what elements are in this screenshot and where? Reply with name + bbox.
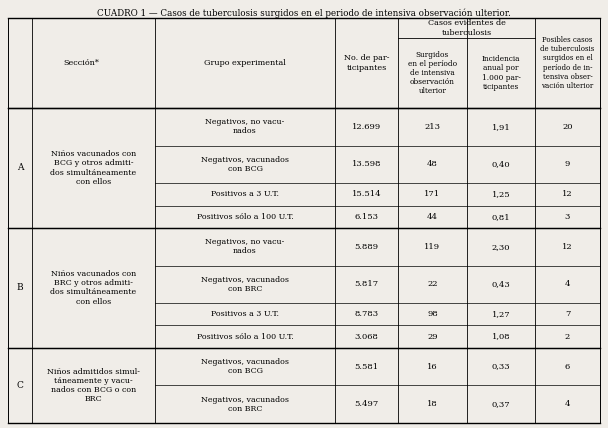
Text: 44: 44 [427, 213, 438, 221]
Text: 4: 4 [565, 400, 570, 408]
Text: 48: 48 [427, 160, 438, 168]
Text: 3.068: 3.068 [354, 333, 378, 341]
Text: 1,08: 1,08 [492, 333, 510, 341]
Text: 18: 18 [427, 400, 438, 408]
Text: Negativos, vacunados
con BRC: Negativos, vacunados con BRC [201, 395, 289, 413]
Text: 1,27: 1,27 [492, 310, 510, 318]
Text: 13.598: 13.598 [352, 160, 381, 168]
Text: 4: 4 [565, 280, 570, 288]
Text: Positivos a 3 U.T.: Positivos a 3 U.T. [211, 310, 279, 318]
Text: 8.783: 8.783 [354, 310, 379, 318]
Text: No. de par-
ticipantes: No. de par- ticipantes [344, 54, 389, 71]
Text: 1,91: 1,91 [492, 123, 510, 131]
Text: Negativos, vacunados
con BCG: Negativos, vacunados con BCG [201, 156, 289, 173]
Text: 0,33: 0,33 [492, 363, 510, 371]
Text: 6.153: 6.153 [354, 213, 379, 221]
Text: 0,43: 0,43 [492, 280, 510, 288]
Text: Negativos, vacunados
con BRC: Negativos, vacunados con BRC [201, 276, 289, 293]
Text: 98: 98 [427, 310, 438, 318]
Text: B: B [16, 283, 23, 292]
Text: 5.889: 5.889 [354, 243, 379, 251]
Text: 119: 119 [424, 243, 441, 251]
Text: 0,37: 0,37 [492, 400, 510, 408]
Text: 0,40: 0,40 [492, 160, 510, 168]
Text: 15.514: 15.514 [351, 190, 381, 198]
Text: 16: 16 [427, 363, 438, 371]
Text: Negativos, vacunados
con BCG: Negativos, vacunados con BCG [201, 358, 289, 375]
Text: Positivos sólo a 100 U.T.: Positivos sólo a 100 U.T. [196, 213, 294, 221]
Text: Grupo experimental: Grupo experimental [204, 59, 286, 67]
Text: Niños vacunados con
BCG y otros admiti-
dos simultáneamente
con ellos: Niños vacunados con BCG y otros admiti- … [50, 150, 137, 186]
Text: Surgidos
en el período
de intensiva
observación
ulterior: Surgidos en el período de intensiva obse… [408, 51, 457, 95]
Text: 6: 6 [565, 363, 570, 371]
Text: 9: 9 [565, 160, 570, 168]
Text: 5.581: 5.581 [354, 363, 379, 371]
Text: Positivos a 3 U.T.: Positivos a 3 U.T. [211, 190, 279, 198]
Text: A: A [17, 163, 23, 172]
Text: 2: 2 [565, 333, 570, 341]
Text: Positivos sólo a 100 U.T.: Positivos sólo a 100 U.T. [196, 333, 294, 341]
Text: 1,25: 1,25 [492, 190, 510, 198]
Text: 29: 29 [427, 333, 438, 341]
Text: Casos evidentes de
tuberculosis: Casos evidentes de tuberculosis [427, 19, 505, 37]
Text: Negativos, no vacu-
nados: Negativos, no vacu- nados [206, 118, 285, 135]
Text: Niños admitidos simul-
táneamente y vacu-
nados con BCG o con
BRC: Niños admitidos simul- táneamente y vacu… [47, 368, 140, 403]
Text: Posibles casos
de tuberculosis
surgidos en el
período de in-
tensiva obser-
vaci: Posibles casos de tuberculosis surgidos … [541, 36, 595, 90]
Text: Niños vacunados con
BRC y otros admiti-
dos simultáneamente
con ellos: Niños vacunados con BRC y otros admiti- … [50, 270, 137, 306]
Text: 7: 7 [565, 310, 570, 318]
Text: CUADRO 1 — Casos de tuberculosis surgidos en el periodo de intensiva observación: CUADRO 1 — Casos de tuberculosis surgido… [97, 8, 511, 18]
Text: 22: 22 [427, 280, 438, 288]
Text: 20: 20 [562, 123, 573, 131]
Text: 5.497: 5.497 [354, 400, 379, 408]
Text: 12: 12 [562, 190, 573, 198]
Text: 12.699: 12.699 [352, 123, 381, 131]
Text: 3: 3 [565, 213, 570, 221]
Text: 2,30: 2,30 [492, 243, 510, 251]
Text: 171: 171 [424, 190, 441, 198]
Text: 0,81: 0,81 [492, 213, 510, 221]
Text: Sección*: Sección* [64, 59, 100, 67]
Text: C: C [16, 381, 24, 390]
Text: 12: 12 [562, 243, 573, 251]
Text: 213: 213 [424, 123, 441, 131]
Text: Negativos, no vacu-
nados: Negativos, no vacu- nados [206, 238, 285, 255]
Text: 5.817: 5.817 [354, 280, 379, 288]
Text: Incidencia
anual por
1.000 par-
ticipantes: Incidencia anual por 1.000 par- ticipant… [482, 55, 520, 91]
